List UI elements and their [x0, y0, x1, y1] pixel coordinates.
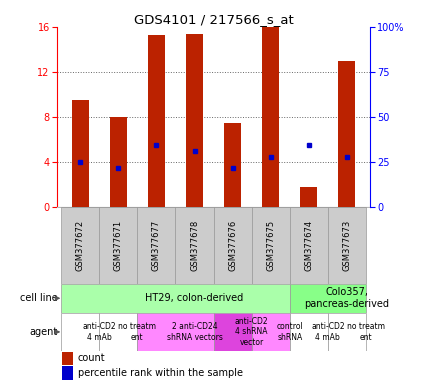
Bar — [137, 313, 214, 351]
Bar — [224, 123, 241, 207]
Bar — [186, 34, 203, 207]
Text: GSM377675: GSM377675 — [266, 220, 275, 271]
Bar — [290, 313, 328, 351]
Text: no treatm
ent: no treatm ent — [347, 322, 385, 342]
Bar — [214, 313, 252, 351]
Bar — [176, 207, 214, 284]
Text: GSM377676: GSM377676 — [228, 220, 237, 271]
Text: Colo357,
pancreas-derived: Colo357, pancreas-derived — [304, 288, 389, 309]
Bar — [62, 366, 73, 379]
Bar — [252, 207, 290, 284]
Text: no treatm
ent: no treatm ent — [119, 322, 156, 342]
Text: GSM377672: GSM377672 — [76, 220, 85, 271]
Bar — [262, 27, 279, 207]
Bar — [252, 313, 290, 351]
Text: count: count — [78, 353, 105, 363]
Text: anti-CD2
4 mAb: anti-CD2 4 mAb — [311, 322, 345, 342]
Bar — [214, 207, 252, 284]
Text: agent: agent — [29, 327, 58, 337]
Bar — [61, 207, 99, 284]
Text: percentile rank within the sample: percentile rank within the sample — [78, 368, 243, 378]
Bar — [290, 284, 366, 313]
Bar — [72, 100, 89, 207]
Bar — [61, 284, 290, 313]
Text: GSM377673: GSM377673 — [343, 220, 351, 271]
Bar — [62, 352, 73, 365]
Text: 2 anti-CD24
shRNA vectors: 2 anti-CD24 shRNA vectors — [167, 322, 222, 342]
Bar — [110, 117, 127, 207]
Text: anti-CD2
4 mAb: anti-CD2 4 mAb — [82, 322, 116, 342]
Title: GDS4101 / 217566_s_at: GDS4101 / 217566_s_at — [134, 13, 293, 26]
Text: GSM377678: GSM377678 — [190, 220, 199, 271]
Bar — [300, 187, 317, 207]
Bar — [61, 313, 99, 351]
Bar — [328, 207, 366, 284]
Bar — [137, 207, 176, 284]
Bar — [338, 61, 355, 207]
Text: control
shRNA: control shRNA — [276, 322, 303, 342]
Bar — [290, 207, 328, 284]
Text: anti-CD2
4 shRNA
vector: anti-CD2 4 shRNA vector — [235, 317, 269, 347]
Text: cell line: cell line — [20, 293, 58, 303]
Text: GSM377671: GSM377671 — [114, 220, 123, 271]
Bar — [99, 313, 137, 351]
Text: GSM377674: GSM377674 — [304, 220, 313, 271]
Bar — [328, 313, 366, 351]
Bar — [148, 35, 165, 207]
Bar — [99, 207, 137, 284]
Text: HT29, colon-derived: HT29, colon-derived — [145, 293, 244, 303]
Text: GSM377677: GSM377677 — [152, 220, 161, 271]
